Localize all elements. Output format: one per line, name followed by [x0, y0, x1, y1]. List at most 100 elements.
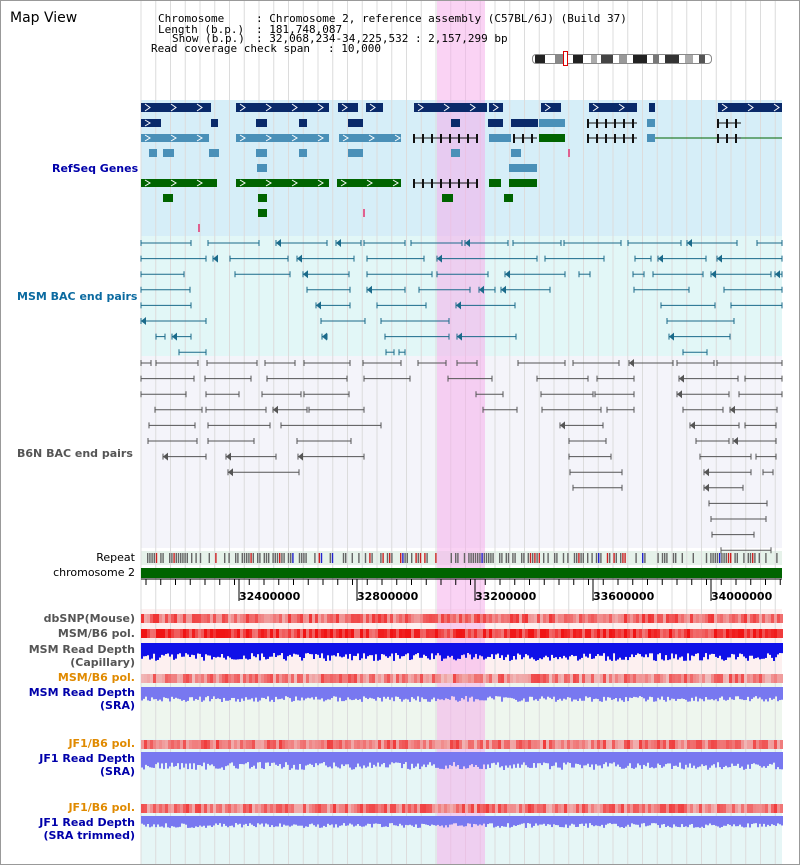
polymorphism-cell [327, 804, 330, 813]
read-depth-bar [393, 687, 395, 702]
bac-end-marker [669, 332, 674, 341]
read-depth-bar [201, 752, 203, 767]
read-depth-bar [163, 752, 165, 770]
polymorphism-cell [600, 740, 603, 749]
read-depth-bar [601, 752, 603, 769]
read-depth-bar [275, 816, 277, 827]
read-depth-bar [169, 643, 171, 657]
read-depth-bar [721, 816, 723, 827]
chromosome-ideogram[interactable] [532, 54, 712, 64]
repeat-element [723, 553, 725, 563]
polymorphism-cell [207, 740, 210, 749]
repeat-element [521, 553, 523, 563]
read-depth-bar [525, 816, 527, 828]
read-depth-bar [195, 816, 197, 827]
read-depth-bar [247, 816, 249, 827]
polymorphism-cell [714, 674, 717, 683]
read-depth-bar [391, 687, 393, 698]
read-depth-bar [775, 752, 777, 770]
polymorphism-cell [432, 740, 435, 749]
read-depth-bar [547, 816, 549, 825]
polymorphism-cell [708, 629, 711, 638]
read-depth-bar [771, 816, 773, 825]
gene-feature [511, 119, 538, 127]
read-depth-bar [479, 752, 481, 769]
polymorphism-cell [447, 629, 450, 638]
read-depth-bar [493, 752, 495, 763]
read-depth-bar [557, 687, 559, 700]
repeat-element [298, 553, 301, 563]
read-depth-bar [371, 752, 373, 768]
polymorphism-cell [453, 629, 456, 638]
read-depth-bar [523, 816, 525, 824]
repeat-element [389, 553, 391, 563]
read-depth-bar [465, 643, 467, 658]
read-depth-bar [317, 643, 319, 655]
read-depth-bar [739, 816, 741, 825]
polymorphism-cell [450, 804, 453, 813]
polymorphism-cell [522, 674, 525, 683]
bac-end-marker [687, 239, 692, 247]
strand-arrow [392, 179, 399, 187]
read-depth-bar [363, 816, 365, 827]
read-depth-bar [489, 643, 491, 658]
repeat-element [208, 553, 210, 563]
polymorphism-cell [516, 614, 519, 623]
repeat-element [719, 553, 721, 563]
bac-end-marker [704, 483, 709, 492]
read-depth-bar [187, 816, 189, 828]
polymorphism-cell [396, 740, 399, 749]
repeat-element [499, 553, 501, 563]
polymorphism-cell [363, 629, 366, 638]
chromosome-bar [141, 568, 782, 578]
read-depth-bar [555, 643, 557, 658]
read-depth-bar [417, 752, 419, 764]
read-depth-bar [619, 687, 621, 699]
read-depth-bar [545, 643, 547, 656]
read-depth-bar [371, 687, 373, 699]
repeat-element [580, 553, 582, 563]
read-depth-bar [777, 643, 779, 655]
read-depth-bar [257, 643, 259, 655]
polymorphism-cell [381, 740, 384, 749]
read-depth-bar [457, 643, 459, 659]
polymorphism-cell [756, 674, 759, 683]
read-depth-bar [335, 643, 337, 657]
selected-region-highlight[interactable] [437, 1, 485, 864]
read-depth-bar [671, 687, 673, 699]
read-depth-bar [563, 687, 565, 699]
read-depth-bar [351, 687, 353, 701]
read-depth-bar [437, 816, 439, 825]
repeat-element [215, 553, 217, 563]
read-depth-bar [193, 643, 195, 656]
read-depth-bar [331, 643, 333, 656]
polymorphism-cell [732, 674, 735, 683]
gene-exon [623, 134, 625, 143]
read-depth-bar [533, 752, 535, 764]
polymorphism-cell [216, 674, 219, 683]
read-depth-bar [747, 816, 749, 824]
read-depth-bar [307, 816, 309, 827]
read-depth-bar [693, 643, 695, 657]
read-depth-bar [415, 816, 417, 825]
polymorphism-cell [486, 804, 489, 813]
read-depth-bar [589, 687, 591, 698]
gene-feature [236, 103, 329, 112]
read-depth-bar [197, 752, 199, 765]
read-depth-bar [599, 752, 601, 766]
read-depth-bar [257, 816, 259, 824]
read-depth-bar [549, 687, 551, 698]
read-depth-bar [255, 816, 257, 828]
read-depth-bar [303, 816, 305, 828]
read-depth-bar [439, 687, 441, 700]
read-depth-bar [339, 687, 341, 698]
polymorphism-cell [315, 740, 318, 749]
read-depth-bar [385, 643, 387, 657]
read-depth-bar [505, 687, 507, 698]
read-depth-bar [477, 643, 479, 659]
read-depth-bar [275, 643, 277, 658]
read-depth-bar [511, 643, 513, 660]
gene-feature [489, 134, 511, 142]
read-depth-bar [659, 687, 661, 700]
